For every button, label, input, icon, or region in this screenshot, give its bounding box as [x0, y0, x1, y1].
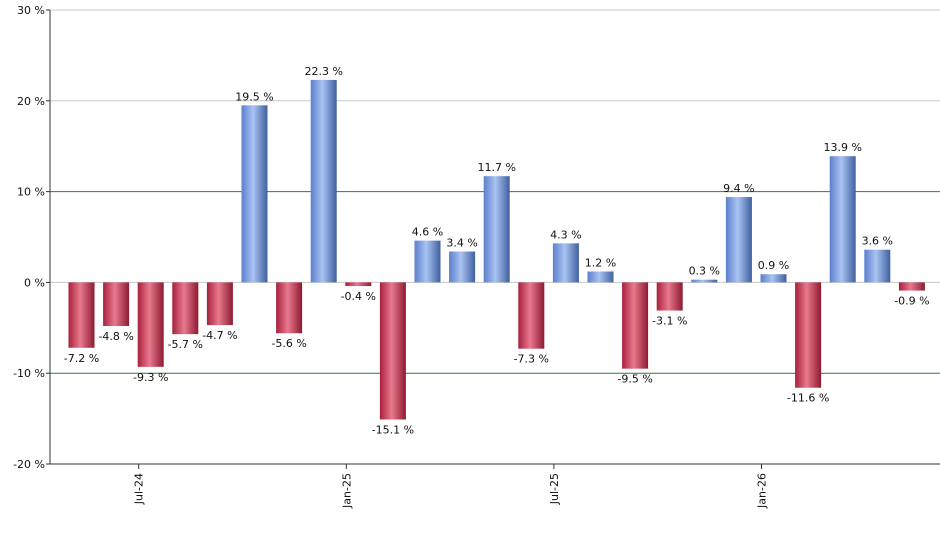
bar-10: [414, 240, 441, 283]
y-tick-label: -10 %: [13, 367, 45, 380]
bar-value-label-12: 11.7 %: [477, 161, 515, 174]
x-tick-label-3: Jan-26: [756, 473, 769, 509]
bar-5: [241, 105, 268, 283]
bar-value-label-3: -5.7 %: [168, 338, 203, 351]
bar-9: [379, 282, 406, 420]
bar-value-label-2: -9.3 %: [133, 371, 168, 384]
bar-value-label-16: -9.5 %: [617, 373, 652, 386]
bar-17: [656, 282, 683, 311]
bar-value-label-4: -4.7 %: [202, 329, 237, 342]
bar-value-label-9: -15.1 %: [372, 424, 414, 437]
x-tick-label-0: Jul-24: [133, 473, 146, 505]
bar-value-label-5: 19.5 %: [235, 90, 273, 103]
bar-value-label-15: 1.2 %: [585, 257, 616, 270]
bar-value-label-14: 4.3 %: [550, 228, 581, 241]
y-tick-label: 30 %: [17, 4, 45, 17]
bar-0: [68, 282, 95, 348]
bar-value-label-8: -0.4 %: [341, 290, 376, 303]
bar-20: [760, 274, 787, 283]
bar-value-label-13: -7.3 %: [514, 353, 549, 366]
bar-value-label-11: 3.4 %: [446, 237, 477, 250]
bar-value-label-23: 3.6 %: [862, 235, 893, 248]
bar-15: [587, 271, 614, 283]
bar-24: [898, 282, 925, 291]
bar-value-label-10: 4.6 %: [412, 226, 443, 239]
x-tick-label-1: Jan-25: [340, 473, 353, 509]
bar-1: [103, 282, 130, 326]
bar-value-label-20: 0.9 %: [758, 259, 789, 272]
bar-11: [449, 251, 476, 283]
bar-23: [864, 249, 891, 283]
bar-6: [276, 282, 303, 334]
bar-12: [483, 176, 510, 283]
bar-value-label-17: -3.1 %: [652, 315, 687, 328]
bar-value-label-0: -7.2 %: [64, 352, 99, 365]
bar-value-label-1: -4.8 %: [98, 330, 133, 343]
data-labels: -7.2 % -4.8 % -9.3 % -5.7 %-4.7 % 19.5 % -5.6…: [64, 65, 930, 437]
bar-19: [725, 197, 752, 283]
bar-2: [137, 282, 164, 367]
bar-value-label-24: -0.9 %: [894, 295, 929, 308]
y-tick-label: 0 %: [24, 276, 45, 289]
bar-value-label-22: 13.9 %: [823, 141, 861, 154]
bar-13: [518, 282, 545, 349]
bar-3: [172, 282, 199, 335]
bar-value-label-21: -11.6 %: [787, 392, 829, 405]
y-tick-label: -20 %: [13, 458, 45, 471]
y-tick-label: 20 %: [17, 95, 45, 108]
bar-value-label-7: 22.3 %: [304, 65, 342, 78]
y-tick-label: 10 %: [17, 186, 45, 199]
bar-value-label-6: -5.6 %: [271, 337, 306, 350]
bar-16: [622, 282, 649, 369]
bar-value-label-19: 9.4 %: [723, 182, 754, 195]
bar-22: [829, 156, 856, 283]
bar-7: [310, 79, 337, 283]
bars: [68, 79, 925, 420]
x-tick-label-2: Jul-25: [548, 473, 561, 505]
bar-value-label-18: 0.3 %: [689, 265, 720, 278]
bar-8: [345, 282, 372, 287]
bar-4: [206, 282, 233, 326]
bar-18: [691, 279, 718, 283]
bar-21: [795, 282, 822, 388]
axes: -20 % -10 % 0 % 10 % 20 % 30 % Jul-24 Jan-25 Jul…: [13, 4, 940, 509]
bar-14: [552, 243, 579, 283]
